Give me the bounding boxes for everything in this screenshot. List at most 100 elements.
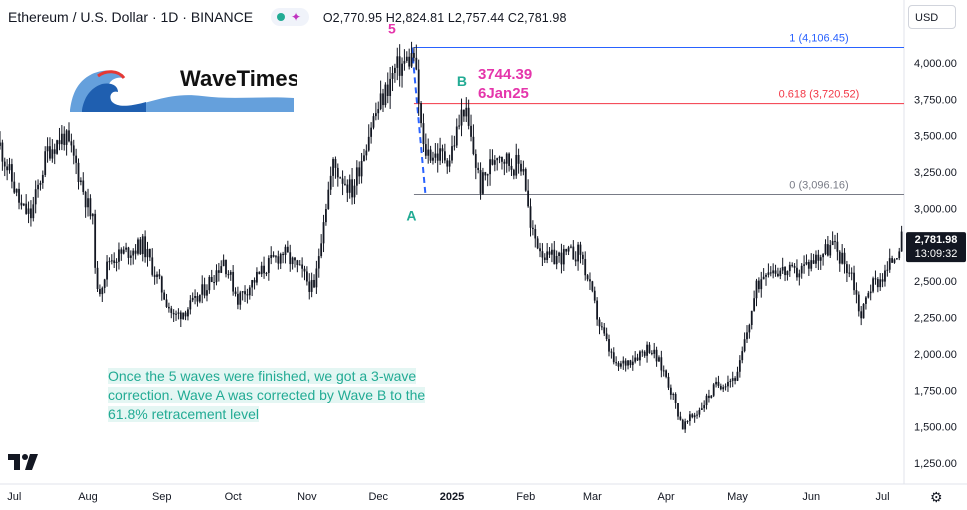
candle-body [491, 159, 494, 165]
candle-body [34, 189, 37, 205]
candle-body [700, 408, 703, 410]
candle-body [522, 169, 525, 172]
candle-body [408, 56, 411, 67]
candle-body [805, 261, 808, 265]
candle-body [137, 239, 139, 254]
candle-body [741, 351, 744, 361]
candle-body [360, 160, 363, 177]
candle-body [753, 298, 756, 311]
tradingview-logo-icon[interactable] [8, 452, 42, 477]
candle-body [760, 279, 763, 290]
fib-level-label: 0 (3,096.16) [789, 179, 848, 191]
candle-body [315, 268, 318, 288]
candle-body [836, 241, 839, 252]
candle-body [263, 265, 265, 274]
candle-body [560, 252, 563, 265]
candle-body [156, 274, 158, 278]
candle-body [477, 167, 480, 171]
candle-body [648, 344, 651, 353]
last-price-badge-bg [906, 232, 966, 263]
fib-retracement[interactable]: 1 (4,106.45) 0.618 (3,720.52) 0 (3,096.16) [410, 33, 904, 195]
candle-body [793, 266, 796, 268]
candle-body [831, 241, 834, 246]
candle-body [72, 145, 75, 156]
candle-body [122, 249, 125, 254]
candle-body [115, 261, 118, 263]
candle-body [141, 236, 144, 255]
time-tick-label: Apr [658, 491, 675, 503]
candle-body [39, 182, 42, 185]
candle-body [417, 69, 420, 104]
candle-body [436, 153, 439, 161]
candle-body [622, 360, 625, 364]
time-axis[interactable]: Jul Aug Sep Oct Nov Dec 2025 Feb Mar Apr May Jun Jul [0, 483, 967, 503]
candle-body [53, 149, 56, 154]
candle-body [110, 260, 113, 262]
symbol-title[interactable]: Ethereum / U.S. Dollar · 1D · BINANCE [8, 9, 254, 25]
price-tick-label: 1,750.00 [914, 385, 957, 397]
candle-body [612, 352, 615, 363]
candle-body [410, 52, 413, 67]
candle-body [462, 109, 465, 117]
candle-body [15, 188, 18, 193]
candle-body [203, 284, 206, 296]
candle-body [467, 107, 470, 126]
candle-body [187, 309, 189, 317]
price-tick-label: 1,500.00 [914, 422, 957, 434]
candle-body [879, 279, 882, 288]
candle-body [767, 272, 770, 275]
time-tick-label: 2025 [440, 491, 464, 503]
candle-body [37, 184, 39, 190]
candle-body [236, 293, 239, 305]
time-tick-label: May [727, 491, 748, 503]
candle-body [520, 163, 522, 172]
candle-body [75, 155, 78, 163]
candle-body [58, 140, 61, 145]
candle-body [377, 109, 380, 114]
share-icon[interactable]: ✦ [290, 10, 302, 25]
candle-body [548, 251, 551, 255]
wave-b-label: B [457, 73, 467, 89]
candle-body [201, 284, 204, 295]
candle-body [503, 161, 506, 164]
candle-body [869, 291, 872, 294]
candle-body [94, 213, 97, 268]
candle-body [260, 265, 263, 275]
candle-body [422, 123, 425, 145]
candle-body [394, 67, 396, 74]
candle-body [536, 238, 539, 249]
candle-body [515, 154, 518, 176]
settings-gear-icon[interactable]: ⚙ [930, 489, 943, 505]
candle-body [320, 243, 323, 257]
candle-body [762, 276, 765, 280]
candle-body [303, 268, 306, 272]
candle-body [146, 248, 149, 258]
candle-body [684, 421, 687, 430]
currency-button[interactable]: USD [908, 5, 956, 29]
candle-body [881, 279, 884, 282]
candle-body [855, 290, 858, 295]
candle-body [872, 278, 874, 292]
bar-countdown: 13:09:32 [915, 248, 958, 260]
candle-body [584, 259, 587, 276]
candle-body [546, 251, 549, 261]
wave-labels: 5 A B 3744.39 6Jan25 [388, 21, 532, 224]
candle-body [848, 272, 851, 274]
candle-body [182, 312, 185, 320]
price-axis[interactable]: 1,250.00 1,500.00 1,750.00 2,000.00 2,250.00… [903, 0, 957, 484]
candle-body [448, 160, 451, 167]
candle-body [439, 148, 442, 161]
candle-body [874, 278, 877, 280]
candle-body [579, 244, 582, 255]
candle-body [857, 294, 860, 312]
candle-body [803, 264, 805, 266]
candle-body [489, 159, 491, 175]
market-status-pill[interactable]: ✦ [270, 8, 309, 27]
candle-body [719, 385, 722, 390]
candle-body [391, 73, 394, 79]
candle-body [838, 251, 841, 264]
candle-body [258, 271, 261, 275]
candle-body [434, 153, 437, 158]
candle-body [346, 184, 349, 193]
